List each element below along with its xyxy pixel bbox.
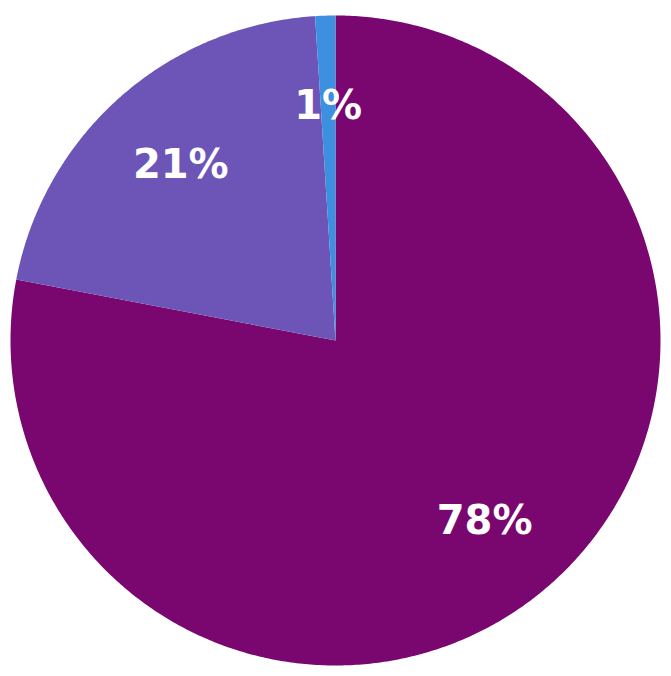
svg-text:21%: 21% bbox=[133, 141, 229, 187]
svg-text:1%: 1% bbox=[294, 82, 362, 128]
svg-text:78%: 78% bbox=[437, 497, 533, 543]
